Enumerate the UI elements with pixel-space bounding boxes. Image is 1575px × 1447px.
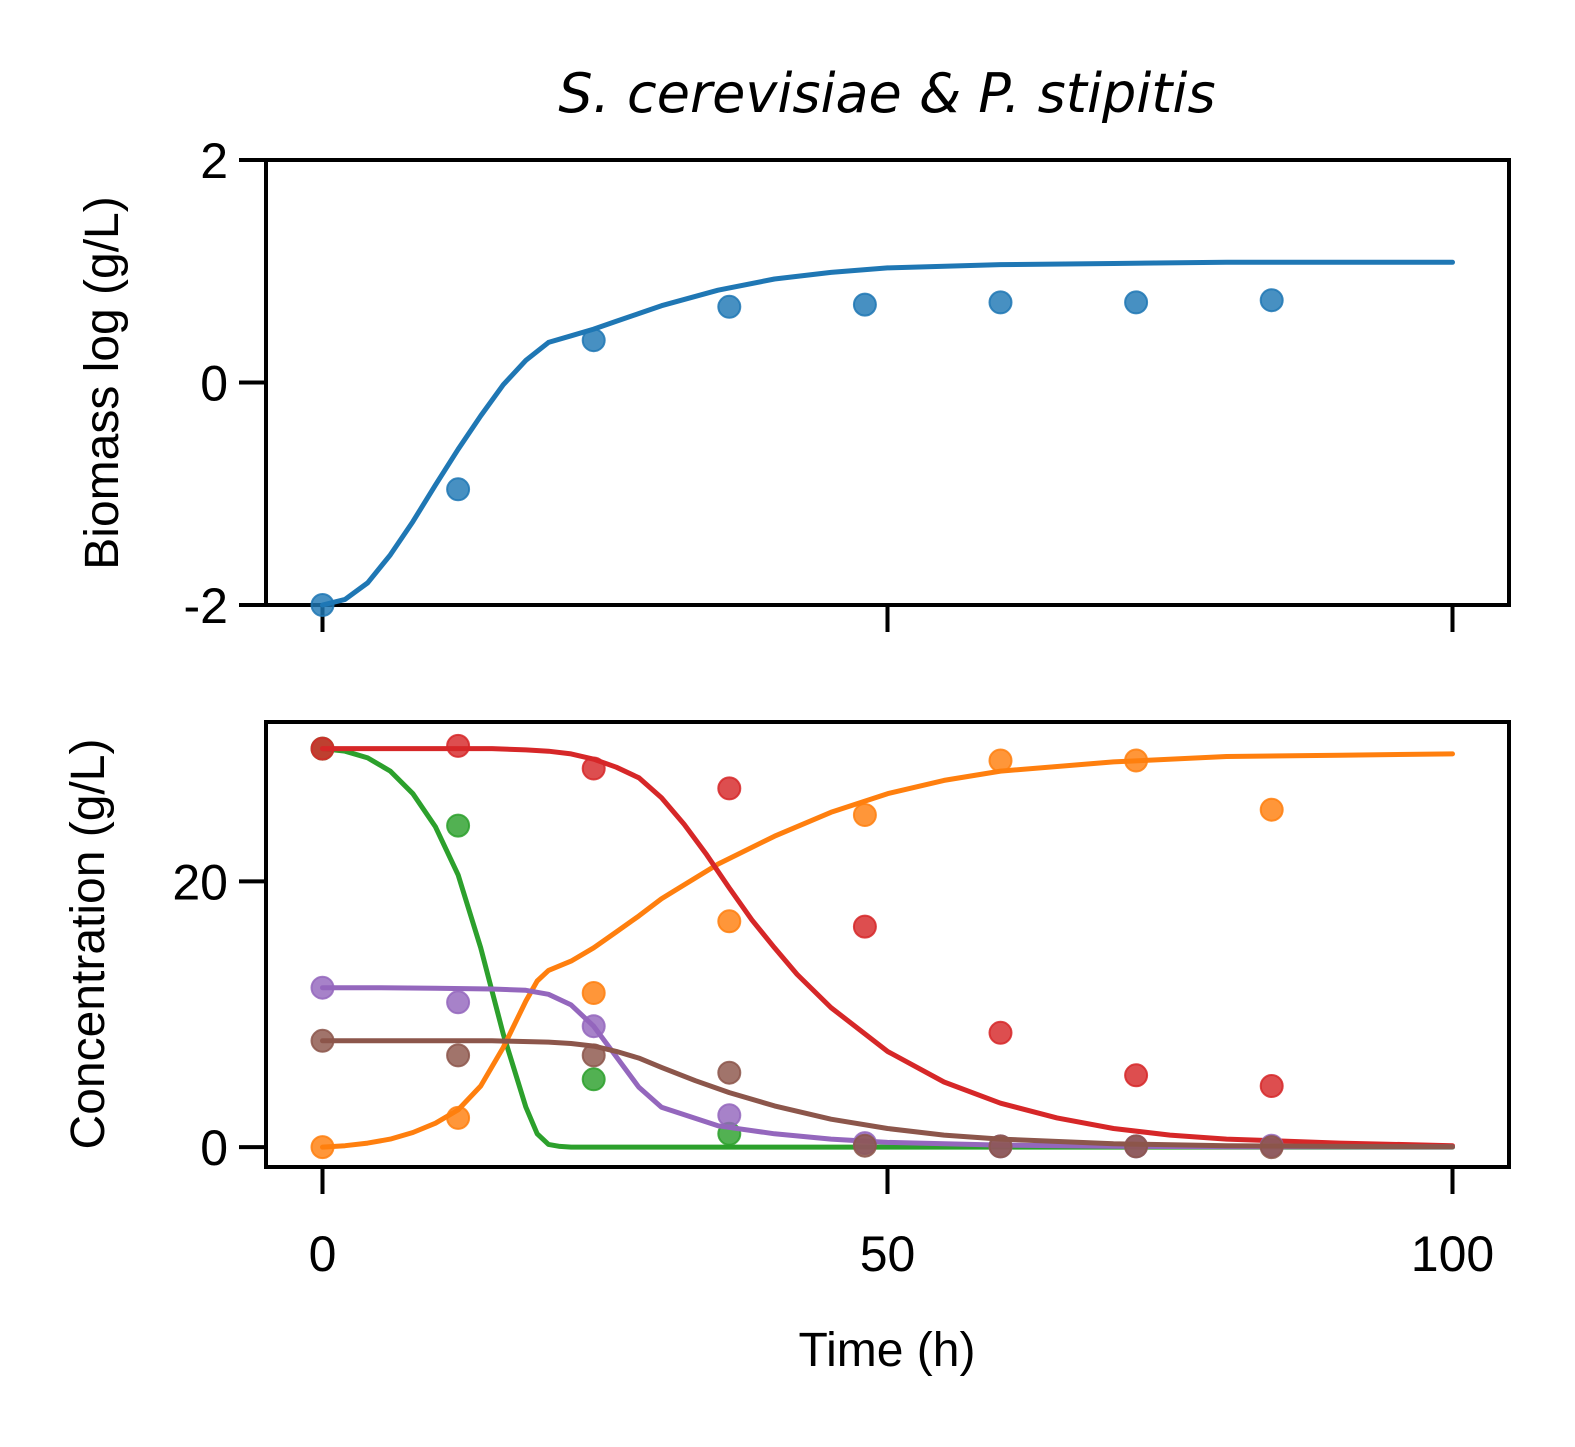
top-y-tick-label-2: 2 <box>200 133 228 189</box>
bottom-series-1-point-3 <box>717 909 742 934</box>
bottom-plot-frame <box>264 720 1511 1169</box>
top-series-0-line <box>320 259 1455 608</box>
bottom-series-4-point-3 <box>717 1060 742 1085</box>
bottom-series-4-line <box>320 1038 1455 1150</box>
bottom-series-2-point-0 <box>310 736 335 761</box>
bottom-series-group <box>310 733 1455 1160</box>
bottom-series-1-point-1 <box>446 1105 471 1130</box>
bottom-y-tick-label-1: 20 <box>172 854 228 910</box>
x-tick-label-2: 100 <box>1411 1226 1494 1282</box>
bottom-series-4-point-5 <box>988 1134 1013 1159</box>
top-panel: -2 0 2 Biomass log (g/L) <box>76 133 1511 634</box>
bottom-series-2-point-3 <box>717 776 742 801</box>
bottom-series-0-point-2 <box>581 1067 606 1092</box>
bottom-series-2-point-5 <box>988 1020 1013 1045</box>
bottom-series-3-point-1 <box>446 990 471 1015</box>
bottom-series-2 <box>310 733 1455 1149</box>
bottom-series-4-point-6 <box>1124 1134 1149 1159</box>
bottom-series-2-point-6 <box>1124 1063 1149 1088</box>
bottom-series-2-point-7 <box>1259 1074 1284 1098</box>
bottom-series-1-line <box>320 751 1455 1150</box>
bottom-y-axis-label: Concentration (g/L) <box>62 739 115 1150</box>
top-series-0-point-3 <box>717 294 742 319</box>
bottom-series-2-line <box>320 746 1455 1149</box>
bottom-series-0-point-1 <box>446 813 471 838</box>
top-series-0-point-4 <box>852 292 877 317</box>
top-axis-ticks: -2 0 2 <box>184 133 1455 634</box>
top-series-0-point-1 <box>446 477 471 502</box>
top-series-0-point-7 <box>1259 288 1284 313</box>
bottom-series-1-point-5 <box>988 748 1013 773</box>
bottom-series-4-point-7 <box>1259 1135 1284 1160</box>
top-series-0-point-6 <box>1124 290 1149 315</box>
bottom-series-2-point-2 <box>581 756 606 781</box>
bottom-series-3-line <box>320 985 1455 1150</box>
bottom-series-1-point-4 <box>852 803 877 827</box>
top-y-axis-label: Biomass log (g/L) <box>76 196 129 569</box>
bottom-axis-ticks: 0 50 100 0 20 <box>172 854 1494 1282</box>
bottom-series-4-point-1 <box>446 1043 471 1068</box>
bottom-series-1 <box>310 748 1455 1160</box>
bottom-series-4-point-2 <box>581 1043 606 1068</box>
bottom-y-tick-label-0: 0 <box>200 1120 228 1176</box>
bottom-series-1-point-2 <box>581 981 606 1005</box>
x-tick-label-1: 50 <box>860 1226 916 1282</box>
top-series-0 <box>310 259 1455 617</box>
bottom-series-4-point-4 <box>852 1133 877 1158</box>
bottom-series-2-point-1 <box>446 733 471 758</box>
bottom-series-1-point-0 <box>310 1135 335 1160</box>
top-plot-frame <box>264 158 1511 607</box>
bottom-series-3-point-3 <box>717 1103 742 1128</box>
top-y-tick-label-1: 0 <box>200 356 228 412</box>
chart-title: S. cerevisiae & P. stipitis <box>558 62 1215 125</box>
bottom-series-3 <box>310 975 1455 1159</box>
bottom-series-3-point-2 <box>581 1014 606 1039</box>
bottom-series-2-point-4 <box>852 914 877 939</box>
top-y-tick-label-0: -2 <box>184 578 228 634</box>
top-series-group <box>310 259 1455 617</box>
x-tick-label-0: 0 <box>309 1226 337 1282</box>
bottom-series-1-point-6 <box>1124 748 1149 773</box>
bottom-panel: 0 50 100 0 20 Concentration (g/L) Time (h) <box>62 720 1511 1377</box>
bottom-series-4-point-0 <box>310 1028 335 1053</box>
bottom-series-4 <box>310 1028 1455 1160</box>
top-series-0-point-5 <box>988 290 1013 315</box>
top-series-0-point-2 <box>581 328 606 353</box>
top-series-0-point-0 <box>310 593 335 617</box>
x-axis-label: Time (h) <box>799 1324 976 1377</box>
bottom-series-1-point-7 <box>1259 797 1284 822</box>
bottom-series-3-point-0 <box>310 975 335 1000</box>
